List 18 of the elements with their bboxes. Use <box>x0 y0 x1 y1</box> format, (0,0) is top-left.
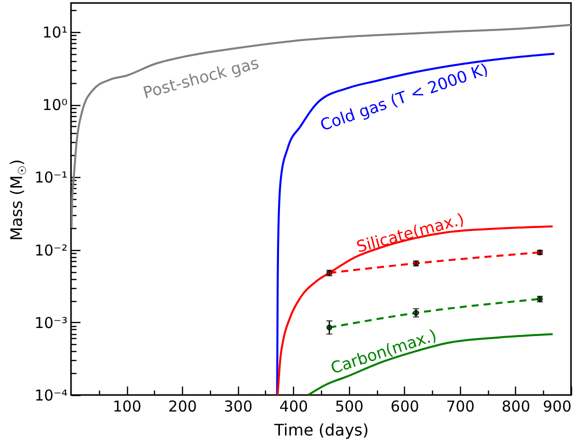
x-tick-label: 100 <box>112 398 142 416</box>
x-tick-label: 700 <box>446 398 475 416</box>
x-tick-label: 200 <box>168 398 197 416</box>
x-tick-label: 500 <box>334 398 364 416</box>
y-tick-label: 10⁻¹ <box>34 168 68 187</box>
text: Cold gas (T < 2000 K) <box>318 59 491 135</box>
x-tick-label: 800 <box>502 398 530 416</box>
y-tick-label: 10⁻³ <box>34 314 68 332</box>
x-tick-label: 600 <box>390 398 420 416</box>
y-tick-label: 10¹ <box>42 23 68 42</box>
x-tick-label: 900 <box>542 398 572 416</box>
line-series <box>276 52 556 395</box>
x-axis-title: Time (days) <box>273 420 369 440</box>
x-tick-label: 300 <box>224 398 252 416</box>
y-tick-label: 10⁻⁴ <box>34 386 68 404</box>
x-tick-label: 400 <box>279 398 308 416</box>
y-tick-label: 10⁻² <box>34 241 68 260</box>
y-tick-label: 10⁰ <box>42 96 68 114</box>
